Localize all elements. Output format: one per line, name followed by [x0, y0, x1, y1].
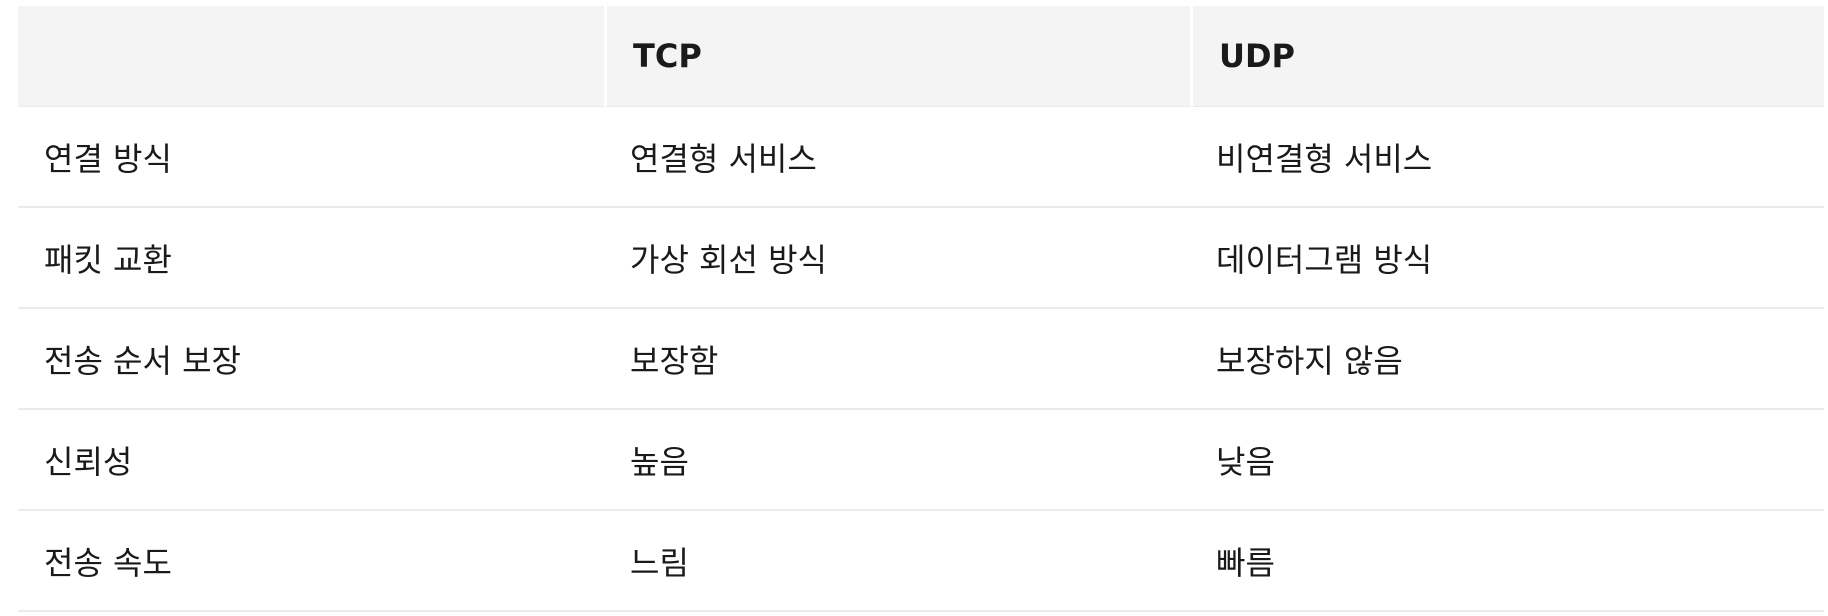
table-row: 전송 순서 보장 보장함 보장하지 않음	[18, 309, 1824, 410]
table-row: 신뢰성 높음 낮음	[18, 410, 1824, 511]
tcp-udp-comparison-table: TCP UDP 연결 방식 연결형 서비스 비연결형 서비스 패킷 교환 가상 …	[18, 6, 1824, 612]
table-header-row: TCP UDP	[18, 6, 1824, 107]
table-row: 패킷 교환 가상 회선 방식 데이터그램 방식	[18, 208, 1824, 309]
tcp-value-cell: 높음	[604, 410, 1190, 511]
header-cell-udp: UDP	[1190, 6, 1824, 107]
tcp-value-cell: 연결형 서비스	[604, 107, 1190, 208]
header-cell-tcp: TCP	[604, 6, 1190, 107]
row-label-cell: 패킷 교환	[18, 208, 604, 309]
udp-value-cell: 보장하지 않음	[1190, 309, 1824, 410]
comparison-table-container: TCP UDP 연결 방식 연결형 서비스 비연결형 서비스 패킷 교환 가상 …	[18, 6, 1824, 612]
udp-value-cell: 비연결형 서비스	[1190, 107, 1824, 208]
table-row: 전송 속도 느림 빠름	[18, 511, 1824, 612]
row-label-cell: 연결 방식	[18, 107, 604, 208]
header-cell-empty	[18, 6, 604, 107]
row-label-cell: 전송 순서 보장	[18, 309, 604, 410]
row-label-cell: 전송 속도	[18, 511, 604, 612]
table-row: 연결 방식 연결형 서비스 비연결형 서비스	[18, 107, 1824, 208]
tcp-value-cell: 가상 회선 방식	[604, 208, 1190, 309]
udp-value-cell: 데이터그램 방식	[1190, 208, 1824, 309]
row-label-cell: 신뢰성	[18, 410, 604, 511]
udp-value-cell: 낮음	[1190, 410, 1824, 511]
tcp-value-cell: 보장함	[604, 309, 1190, 410]
udp-value-cell: 빠름	[1190, 511, 1824, 612]
tcp-value-cell: 느림	[604, 511, 1190, 612]
